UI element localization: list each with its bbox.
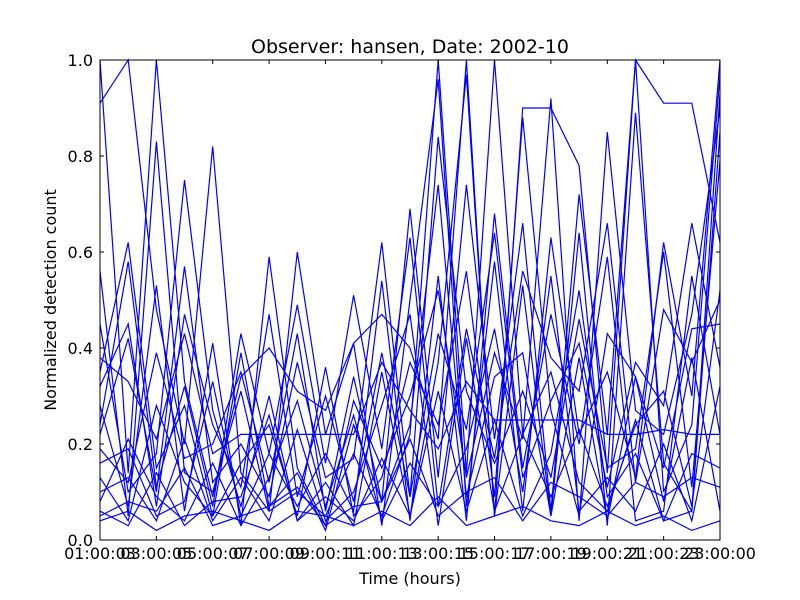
series-line-14: [99, 333, 720, 455]
series-line-15: [99, 58, 721, 517]
x-tick-label: 09:00:11: [290, 544, 362, 563]
x-tick-label: 03:00:05: [120, 544, 192, 563]
series-line-13: [99, 495, 721, 532]
series-line-10: [99, 275, 721, 527]
series-line-12: [99, 437, 721, 527]
series-line-17: [99, 184, 721, 521]
x-tick-label: 21:00:23: [628, 544, 700, 563]
x-axis-label: Time (hours): [358, 569, 461, 588]
y-tick-label: 1.0: [68, 51, 93, 70]
y-axis: 0.0 0.2 0.4 0.6 0.8 1.0: [68, 51, 720, 550]
chart-title: Observer: hansen, Date: 2002-10: [251, 36, 569, 58]
y-tick-label: 0.8: [68, 147, 93, 166]
x-tick-label: 19:00:21: [571, 544, 643, 563]
y-tick-label: 0.6: [68, 243, 93, 262]
y-tick-label: 0.4: [68, 339, 93, 358]
x-tick-label: 13:00:15: [402, 544, 474, 563]
x-tick-label: 17:00:19: [515, 544, 587, 563]
series-line-18: [99, 223, 721, 507]
y-axis-label: Normalized detection count: [41, 189, 60, 411]
x-tick-label: 11:00:13: [346, 544, 418, 563]
plot-area-frame: [99, 59, 721, 541]
series-line-8: [99, 117, 721, 523]
series-line-7: [99, 213, 721, 522]
y-tick-label: 0.0: [68, 531, 93, 550]
series-line-5: [99, 98, 721, 528]
series-line-16: [99, 223, 721, 507]
x-tick-label: 05:00:07: [177, 544, 249, 563]
x-tick-label: 23:00:00: [684, 544, 756, 563]
series-layer: [99, 58, 721, 533]
x-tick-label: 01:00:03: [64, 544, 136, 563]
series-line-2: [99, 59, 721, 526]
series-line-9: [99, 290, 721, 526]
x-tick-label: 07:00:09: [233, 544, 305, 563]
y-tick-label: 0.2: [68, 435, 93, 454]
series-line-11: [99, 290, 721, 527]
x-axis: 01:00:0303:00:0505:00:0707:00:0909:00:11…: [64, 60, 756, 563]
x-tick-label: 15:00:17: [459, 544, 531, 563]
